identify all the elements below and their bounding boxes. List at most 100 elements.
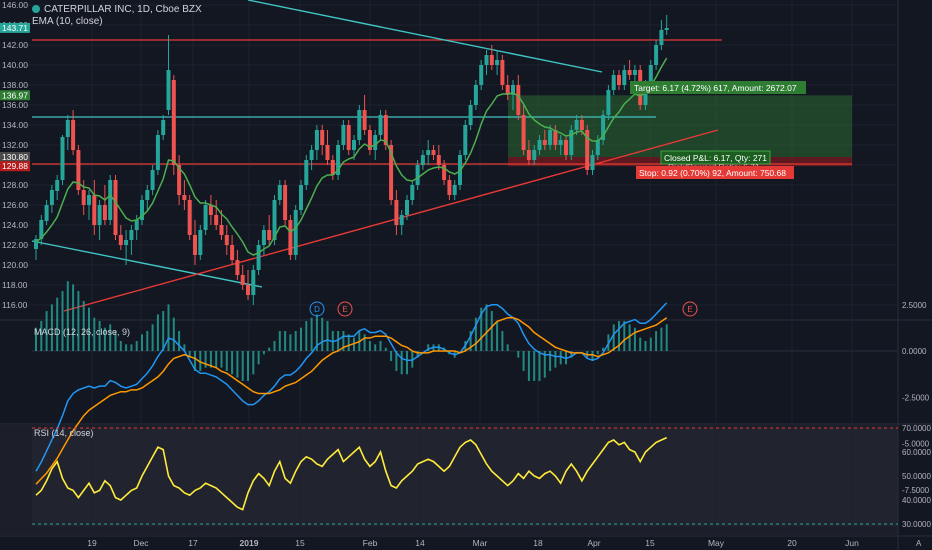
- candle-body: [267, 230, 272, 240]
- candle-body: [447, 180, 452, 195]
- candle-body: [155, 135, 160, 170]
- candle-body: [283, 185, 288, 220]
- candle-body: [606, 90, 611, 115]
- price-tick-label: 134.00: [2, 120, 28, 130]
- candle-body: [193, 235, 197, 255]
- price-tick-label: 138.00: [2, 80, 28, 90]
- candle-body: [118, 235, 123, 245]
- time-tick-label: May: [708, 538, 725, 548]
- rsi-tick-label: 60.0000: [902, 448, 931, 457]
- candle-body: [208, 205, 213, 215]
- candle-body: [161, 120, 166, 135]
- annotations: D E E Target: 6.17 (4.72%) 617, Amount: 267…: [309, 81, 806, 317]
- candle-body: [256, 245, 261, 270]
- price-tick-label: 126.00: [2, 200, 28, 210]
- time-tick-label: 20: [787, 538, 797, 548]
- candle-body: [187, 200, 192, 235]
- auto-scale-label: A: [916, 539, 922, 548]
- candle-body: [627, 70, 632, 75]
- candle-body: [537, 140, 542, 150]
- trend-lines[interactable]: [31, 0, 852, 312]
- candle-body: [511, 85, 515, 95]
- time-tick-label: Dec: [133, 538, 149, 548]
- candle-body: [601, 115, 606, 140]
- candle-body: [442, 165, 447, 180]
- candle-body: [49, 190, 54, 205]
- trendline-upper-cyan: [247, 0, 603, 73]
- candle-body: [198, 230, 203, 255]
- ema-path: [35, 57, 668, 256]
- price-tick-label: 142.00: [2, 40, 28, 50]
- candle-body: [420, 155, 425, 165]
- candle-body: [415, 165, 420, 185]
- price-badge: [0, 90, 30, 101]
- rsi-line: [35, 436, 668, 511]
- candle-body: [505, 85, 510, 95]
- candle-body: [468, 105, 473, 125]
- candle-body: [484, 55, 489, 65]
- candle-body: [272, 200, 277, 240]
- rsi-tick-label: 50.0000: [902, 472, 931, 481]
- candle-body: [177, 165, 182, 195]
- closed-label-bg: [660, 150, 771, 165]
- candle-body: [352, 140, 356, 150]
- candle-body: [574, 120, 579, 130]
- candle-body: [261, 230, 266, 245]
- symbol-title: CATERPILLAR INC, 1D, Cboe BZX: [44, 4, 202, 15]
- candle-body: [325, 145, 330, 160]
- macd-line: [35, 302, 668, 472]
- price-tick-label: 128.00: [2, 180, 28, 190]
- candle-body: [548, 130, 553, 145]
- event-label: D: [314, 305, 320, 314]
- candle-body: [246, 285, 250, 295]
- price-badge-label: 136.97: [2, 90, 28, 100]
- candle-body: [585, 130, 590, 170]
- candle-body: [129, 230, 134, 240]
- candle-body: [489, 55, 494, 65]
- price-badge: [0, 161, 30, 172]
- candle-body: [39, 220, 44, 239]
- rsi-pane-bg: [0, 425, 898, 535]
- time-tick-label: 18: [533, 538, 543, 548]
- rsi-tick-label: 70.0000: [902, 424, 931, 433]
- event-label: E: [687, 305, 692, 314]
- candle-body: [166, 70, 171, 110]
- candle-body: [436, 155, 441, 165]
- rsi-legend: RSI (14, close): [34, 428, 94, 438]
- candle-body: [611, 75, 616, 90]
- candle-body: [336, 145, 341, 175]
- candle-body: [521, 115, 526, 150]
- candle-body: [330, 160, 335, 175]
- candle-body: [632, 70, 637, 75]
- target-label: Target: 6.17 (4.72%) 617, Amount: 2672.0…: [634, 83, 797, 93]
- candle-body: [495, 60, 500, 65]
- chart-header: CATERPILLAR INC, 1D, Cboe BZX EMA (10, c…: [32, 4, 202, 28]
- candle-body: [362, 110, 367, 130]
- candle-body: [65, 120, 70, 137]
- price-tick-label: 122.00: [2, 240, 28, 250]
- price-tick-label: 120.00: [2, 260, 28, 270]
- candle-body: [314, 130, 319, 150]
- candle-body: [304, 160, 309, 185]
- signal-line: [35, 316, 668, 485]
- candle-body: [373, 135, 378, 150]
- candle-body: [479, 65, 484, 85]
- candle-body: [171, 80, 176, 165]
- candle-body: [97, 205, 102, 225]
- trendline-lower-cyan: [31, 240, 263, 288]
- rsi-pane: [32, 427, 898, 525]
- price-tick-label: 136.00: [2, 100, 28, 110]
- candle-body: [293, 210, 298, 255]
- candle-body: [60, 137, 65, 180]
- stop-label: Stop: 0.92 (0.70%) 92, Amount: 750.68: [639, 168, 786, 178]
- candles: [34, 15, 669, 305]
- candle-body: [553, 130, 558, 145]
- candle-body: [34, 239, 38, 249]
- candle-body: [648, 65, 653, 85]
- candle-body: [394, 200, 399, 225]
- price-tick-label: 140.00: [2, 60, 28, 70]
- candle-body: [500, 60, 505, 85]
- candle-body: [145, 190, 150, 200]
